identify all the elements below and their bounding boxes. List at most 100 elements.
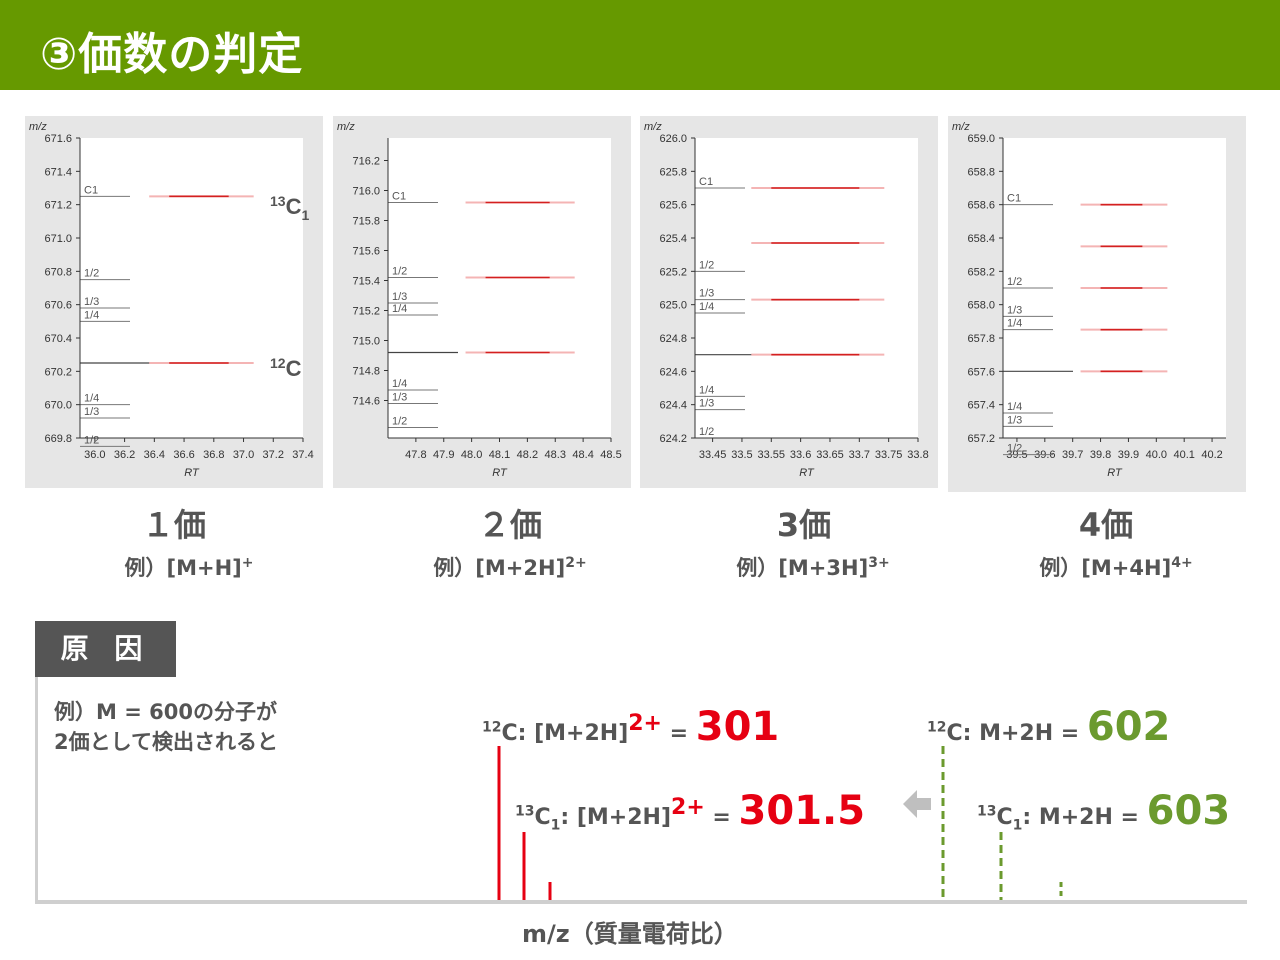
y-tick-label: 670.6 bbox=[44, 300, 72, 312]
y-tick-label: 625.0 bbox=[659, 300, 687, 312]
spectrum-baseline bbox=[35, 900, 1247, 904]
x-tick-label: 48.3 bbox=[545, 449, 566, 461]
marker-label: 1/2 bbox=[392, 266, 407, 278]
marker-label: 1/4 bbox=[392, 303, 407, 315]
marker-label: 1/3 bbox=[699, 398, 714, 410]
x-tick-label: 33.45 bbox=[699, 449, 727, 461]
marker-label: C1 bbox=[84, 184, 98, 196]
y-tick-label: 670.2 bbox=[44, 366, 72, 378]
y-tick-label: 625.4 bbox=[659, 233, 687, 245]
marker-label: 1/4 bbox=[392, 378, 407, 390]
cause-tab: 原 因 bbox=[35, 621, 176, 677]
x-tick-label: 36.4 bbox=[144, 449, 165, 461]
label-c12-2plus: 12C: [M+2H]2+ = 301 bbox=[482, 704, 780, 750]
y-tick-label: 715.6 bbox=[352, 246, 380, 258]
marker-label: 1/3 bbox=[84, 296, 99, 308]
y-tick-label: 670.8 bbox=[44, 266, 72, 278]
marker-label: 1/4 bbox=[699, 301, 714, 313]
x-tick-label: 39.8 bbox=[1090, 449, 1111, 461]
x-tick-label: 40.2 bbox=[1201, 449, 1222, 461]
label-c13-1plus: 13C1: M+2H = 603 bbox=[977, 788, 1231, 834]
charge-label-1: １価 bbox=[141, 506, 206, 544]
y-tick-label: 715.2 bbox=[352, 306, 380, 318]
x-tick-label: 39.9 bbox=[1118, 449, 1139, 461]
marker-label: 1/4 bbox=[1007, 318, 1022, 330]
chart-2: m/z RT 716.2 716.0 715.8 715.6 715.4 715.2 715.0… bbox=[333, 116, 631, 488]
y-tick-label: 625.2 bbox=[659, 266, 687, 278]
y-tick-label: 657.8 bbox=[967, 333, 995, 345]
charge-label-4: 4価 bbox=[1078, 506, 1134, 544]
marker-label: C1 bbox=[699, 176, 713, 188]
y-tick-label: 657.2 bbox=[967, 433, 995, 445]
x-tick-label: 33.8 bbox=[907, 449, 928, 461]
y-tick-label: 657.4 bbox=[967, 400, 995, 412]
x-tick-label: 37.0 bbox=[233, 449, 254, 461]
x-tick-label: 33.55 bbox=[758, 449, 786, 461]
y-tick-label: 624.2 bbox=[659, 433, 687, 445]
y-tick-label: 624.8 bbox=[659, 333, 687, 345]
x-tick-label: 48.4 bbox=[572, 449, 593, 461]
y-tick-label: 624.6 bbox=[659, 366, 687, 378]
example-3: 例）[M+3H]3+ bbox=[736, 555, 890, 580]
marker-label: 1/2 bbox=[699, 259, 714, 271]
y-tick-label: 658.4 bbox=[967, 233, 995, 245]
y-tick-label: 659.0 bbox=[967, 133, 995, 145]
chart-1-svg: m/z RT 671.6 671.4 671.2 671.0 670.8 670.6 670.4… bbox=[29, 121, 314, 479]
y-tick-label: 671.6 bbox=[44, 133, 72, 145]
y-tick-label: 658.6 bbox=[967, 200, 995, 212]
charge-label-3: 3価 bbox=[776, 506, 832, 544]
y-axis-label: m/z bbox=[337, 121, 355, 133]
x-tick-label: 33.7 bbox=[849, 449, 870, 461]
x-tick-label: 36.0 bbox=[84, 449, 105, 461]
example-2: 例）[M+2H]2+ bbox=[433, 555, 587, 580]
marker-label: 1/2 bbox=[1007, 443, 1022, 455]
x-tick-label: 48.2 bbox=[517, 449, 538, 461]
x-tick-label: 48.0 bbox=[461, 449, 482, 461]
x-axis-label: RT bbox=[184, 467, 200, 479]
x-tick-label: 37.2 bbox=[263, 449, 284, 461]
marker-label: 1/2 bbox=[392, 416, 407, 428]
marker-label: C1 bbox=[392, 191, 406, 203]
x-tick-label: 33.75 bbox=[875, 449, 903, 461]
y-tick-label: 715.0 bbox=[352, 336, 380, 348]
spectrum-x-axis-label: m/z（質量電荷比） bbox=[522, 920, 738, 948]
plot-area bbox=[80, 138, 303, 438]
y-tick-label: 716.2 bbox=[352, 156, 380, 168]
example-4: 例）[M+4H]4+ bbox=[1039, 555, 1193, 580]
y-axis-label: m/z bbox=[644, 121, 662, 133]
y-tick-label: 715.8 bbox=[352, 216, 380, 228]
x-tick-label: 33.5 bbox=[731, 449, 752, 461]
cause-line-1: 例）M = 600の分子が bbox=[54, 700, 277, 724]
y-tick-label: 669.8 bbox=[44, 433, 72, 445]
annotation-13c1: 13C1 bbox=[270, 193, 309, 223]
x-tick-label: 33.65 bbox=[816, 449, 844, 461]
y-tick-label: 658.8 bbox=[967, 166, 995, 178]
marker-label: 1/2 bbox=[699, 426, 714, 438]
left-arrow-icon bbox=[903, 790, 931, 818]
marker-label: 1/3 bbox=[392, 291, 407, 303]
x-tick-label: 47.9 bbox=[433, 449, 454, 461]
marker-label: 1/3 bbox=[1007, 414, 1022, 426]
x-tick-label: 47.8 bbox=[405, 449, 426, 461]
chart-1: m/z RT 671.6 671.4 671.2 671.0 670.8 670.6 670.4… bbox=[25, 116, 323, 488]
x-tick-label: 36.6 bbox=[173, 449, 194, 461]
y-tick-label: 658.0 bbox=[967, 300, 995, 312]
marker-label: 1/4 bbox=[1007, 401, 1022, 413]
y-tick-label: 658.2 bbox=[967, 266, 995, 278]
marker-label: 1/4 bbox=[699, 384, 714, 396]
x-tick-label: 39.7 bbox=[1062, 449, 1083, 461]
marker-label: 1/2 bbox=[1007, 276, 1022, 288]
y-tick-label: 670.4 bbox=[44, 333, 72, 345]
y-tick-label: 670.0 bbox=[44, 400, 72, 412]
y-tick-label: 626.0 bbox=[659, 133, 687, 145]
x-tick-label: 37.4 bbox=[292, 449, 313, 461]
y-tick-label: 714.8 bbox=[352, 366, 380, 378]
header-bar: ③価数の判定 bbox=[0, 0, 1280, 90]
label-c13-2plus: 13C1: [M+2H]2+ = 301.5 bbox=[515, 788, 866, 834]
x-tick-label: 48.1 bbox=[489, 449, 510, 461]
marker-label: 1/3 bbox=[1007, 304, 1022, 316]
x-tick-label: 36.2 bbox=[114, 449, 135, 461]
x-tick-label: 36.8 bbox=[203, 449, 224, 461]
y-tick-label: 671.0 bbox=[44, 233, 72, 245]
